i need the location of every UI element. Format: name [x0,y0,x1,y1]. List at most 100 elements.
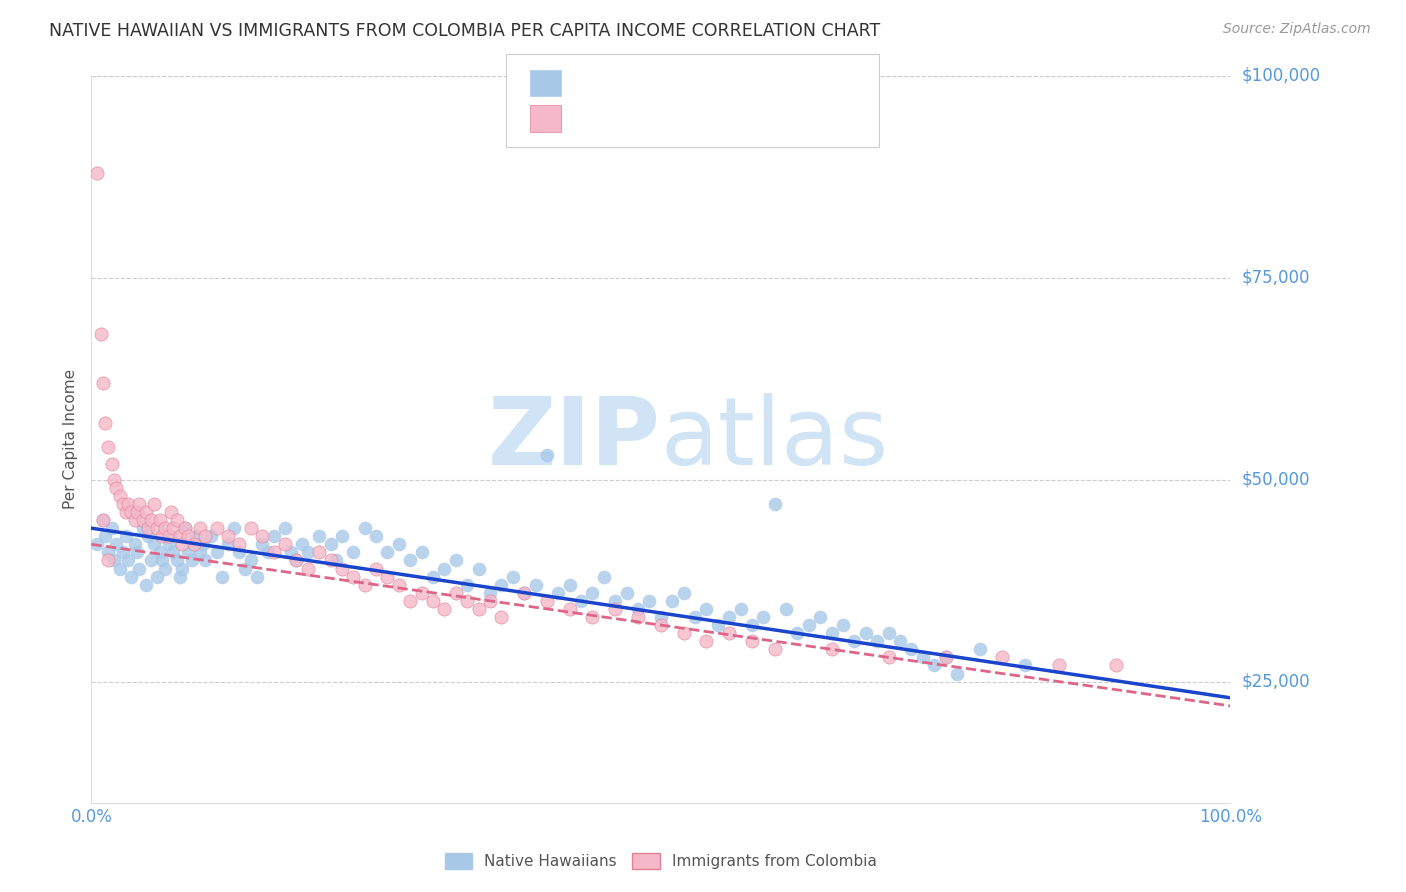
Point [388,537,411,551]
Point [297,561,319,575]
Point [188,545,211,559]
Point [741,634,763,648]
Point [491,578,513,592]
Point [718,626,741,640]
Point [934,650,956,665]
Point [105,481,128,495]
Point [250,529,273,543]
Point [364,561,387,575]
Point [1014,658,1036,673]
Point [131,521,153,535]
Point [257,545,280,559]
Y-axis label: Per Capita Income: Per Capita Income [62,369,77,509]
Point [139,513,162,527]
Point [128,561,150,575]
Point [478,594,501,608]
Point [250,537,273,551]
Point [683,610,706,624]
Point [922,658,945,673]
Point [117,553,139,567]
Point [444,586,467,600]
Point [718,610,741,624]
Point [233,561,256,575]
Point [422,569,444,583]
Point [97,553,120,567]
Point [672,586,695,600]
Point [513,586,536,600]
Point [162,545,184,559]
Point [308,529,330,543]
Point [108,489,131,503]
Text: N =: N = [702,112,735,126]
Point [205,521,228,535]
Point [433,561,456,575]
Point [263,529,285,543]
Point [547,586,569,600]
Point [149,545,172,559]
Point [146,521,169,535]
Point [752,610,775,624]
Point [125,505,148,519]
Point [177,529,200,543]
Point [605,602,627,616]
Point [112,545,135,559]
Point [194,529,217,543]
Point [112,497,135,511]
Point [569,594,592,608]
Point [627,610,650,624]
Point [124,513,146,527]
Point [183,537,205,551]
Point [513,586,536,600]
Point [399,553,422,567]
Point [627,602,650,616]
Point [536,594,558,608]
Point [191,537,214,551]
Point [135,578,157,592]
Point [844,634,866,648]
Point [228,537,250,551]
Text: R =: R = [575,76,609,90]
Point [808,610,831,624]
Point [969,642,991,657]
Text: ZIP: ZIP [488,393,661,485]
Point [581,610,603,624]
Point [411,545,433,559]
Point [91,513,114,527]
Point [1105,658,1128,673]
Point [200,529,222,543]
Point [695,634,717,648]
Point [741,618,763,632]
Point [832,618,855,632]
Point [707,618,730,632]
Text: N =: N = [702,76,735,90]
Point [101,457,124,471]
Point [991,650,1014,665]
Point [155,521,177,535]
Point [103,473,125,487]
Point [91,513,114,527]
Point [120,569,142,583]
Point [855,626,877,640]
Point [650,610,672,624]
Point [177,545,200,559]
Point [217,537,239,551]
Point [616,586,638,600]
Text: atlas: atlas [661,393,889,485]
Point [491,610,513,624]
Point [150,553,173,567]
Point [97,441,120,455]
Point [139,553,162,567]
Point [97,545,120,559]
Point [205,545,228,559]
Text: $25,000: $25,000 [1241,673,1310,690]
Point [239,553,262,567]
Point [353,578,375,592]
Point [797,618,820,632]
Point [160,505,183,519]
Point [444,553,467,567]
Point [162,521,184,535]
Point [149,513,172,527]
Point [593,569,616,583]
Point [291,537,314,551]
Point [308,545,330,559]
